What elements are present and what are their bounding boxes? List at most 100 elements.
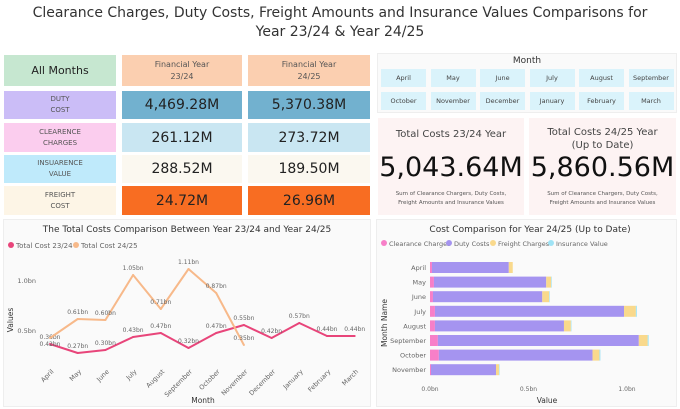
bar-segment-clearance-charges[interactable]: [430, 305, 435, 317]
bar-segment-duty-costs[interactable]: [438, 349, 593, 361]
legend-label[interactable]: Clearance Charges: [389, 240, 451, 248]
bar-segment-clearance-charges[interactable]: [430, 320, 435, 332]
bar-segment-freight-charges[interactable]: [495, 364, 499, 376]
x-tick-label: December: [248, 368, 278, 398]
line-chart-panel: [3, 219, 371, 407]
fy-2425-label: Financial Year 24/25: [281, 59, 337, 81]
month-button-december[interactable]: December: [480, 92, 525, 110]
kpi-title: Total Costs 23/24 Year: [395, 129, 507, 140]
bar-segment-freight-charges[interactable]: [508, 262, 513, 273]
data-point[interactable]: [270, 337, 273, 339]
data-point[interactable]: [49, 343, 51, 345]
month-button-may[interactable]: May: [430, 69, 476, 87]
bar-segment-freight-charges[interactable]: [592, 349, 600, 361]
data-point[interactable]: [187, 347, 190, 349]
month-button-january[interactable]: January: [529, 92, 575, 110]
data-point[interactable]: [242, 324, 245, 326]
bar-segment-insurance-value[interactable]: [551, 276, 552, 288]
data-point[interactable]: [76, 352, 79, 354]
row-label: DUTY COST: [50, 95, 70, 114]
dashboard-title: Clearance Charges, Duty Costs, Freight A…: [32, 5, 648, 40]
legend-label[interactable]: Freight Charges: [498, 240, 550, 248]
data-point[interactable]: [159, 332, 162, 334]
legend-label[interactable]: Insurance Value: [556, 240, 608, 248]
bar-segment-freight-charges[interactable]: [546, 276, 552, 288]
kpi-title: Total Costs 24/25 Year (Up to Date): [547, 127, 658, 151]
bar-segment-clearance-charges[interactable]: [430, 291, 433, 303]
legend-label[interactable]: Duty Costs: [454, 240, 490, 248]
month-button-november[interactable]: November: [430, 92, 476, 110]
kpi-subtitle: Sum of Clearance Chargers, Duty Costs, F…: [395, 191, 507, 206]
bar-segment-insurance-value[interactable]: [549, 291, 550, 303]
all-months-card[interactable]: All Months: [4, 55, 116, 86]
data-point[interactable]: [49, 337, 51, 339]
data-point[interactable]: [187, 268, 190, 270]
bar-segment-insurance-value[interactable]: [599, 349, 601, 361]
y-tick-label: November: [392, 366, 426, 374]
data-point[interactable]: [326, 335, 328, 337]
value: 5,370.38M: [271, 97, 347, 113]
data-point[interactable]: [298, 322, 301, 324]
bar-segment-duty-costs[interactable]: [433, 276, 547, 288]
insurance-value-2324: 288.52M: [122, 155, 242, 183]
bar-segment-insurance-value[interactable]: [570, 320, 572, 332]
month-button-july[interactable]: July: [529, 69, 575, 87]
bar-segment-insurance-value[interactable]: [647, 335, 649, 346]
data-point[interactable]: [132, 274, 135, 276]
line-x-axis-title: Month: [191, 396, 215, 405]
month-button-june[interactable]: June: [480, 69, 525, 87]
data-label: 0.44bn: [344, 326, 365, 333]
data-point[interactable]: [353, 335, 356, 337]
clearance-charges-2425: 273.72M: [248, 123, 370, 152]
bar-segment-clearance-charges[interactable]: [430, 276, 434, 288]
bar-segment-duty-costs[interactable]: [434, 320, 564, 332]
data-point[interactable]: [76, 318, 79, 320]
all-months-label: All Months: [31, 64, 89, 77]
month-button-april[interactable]: April: [381, 69, 426, 87]
data-point[interactable]: [104, 319, 107, 321]
bar-segment-freight-charges[interactable]: [563, 320, 571, 332]
legend-marker: [73, 242, 79, 248]
bar-segment-clearance-charges[interactable]: [430, 349, 439, 361]
bar-segment-duty-costs[interactable]: [437, 335, 639, 346]
x-tick-label: April: [39, 368, 55, 384]
bar-segment-insurance-value[interactable]: [498, 364, 500, 376]
data-label: 0.57bn: [289, 313, 310, 320]
legend-marker: [490, 240, 496, 246]
legend-label[interactable]: Total Cost 24/25: [80, 242, 138, 250]
clearance-charges-label: CLEARENCE CHARGES: [4, 123, 116, 152]
legend-label[interactable]: Total Cost 23/24: [15, 242, 73, 250]
bar-segment-clearance-charges[interactable]: [430, 262, 432, 273]
bar-segment-clearance-charges[interactable]: [430, 335, 438, 346]
value: 273.72M: [278, 129, 340, 146]
y-tick-label: September: [390, 337, 426, 345]
y-tick-label: October: [400, 352, 426, 360]
slicer-title: Month: [512, 56, 542, 66]
bar-segment-freight-charges[interactable]: [638, 335, 648, 346]
row-label: INSUARENCE VALUE: [37, 159, 83, 178]
data-label: 0.61bn: [67, 309, 88, 316]
data-point[interactable]: [104, 349, 107, 351]
bar-segment-insurance-value[interactable]: [635, 305, 637, 317]
bar-segment-duty-costs[interactable]: [432, 291, 543, 303]
data-point[interactable]: [215, 292, 218, 294]
data-point[interactable]: [132, 336, 135, 338]
month-button-february[interactable]: February: [579, 92, 624, 110]
month-button-september[interactable]: September: [628, 69, 674, 87]
bar-segment-duty-costs[interactable]: [431, 262, 509, 273]
data-label: 0.42bn: [40, 341, 61, 348]
bar-segment-clearance-charges[interactable]: [430, 364, 431, 376]
series-line-1: [49, 268, 245, 346]
month-button-october[interactable]: October: [381, 92, 426, 110]
bar-segment-freight-charges[interactable]: [624, 305, 636, 317]
bar-segment-duty-costs[interactable]: [430, 364, 496, 376]
month-button-august[interactable]: August: [579, 69, 624, 87]
freight-cost-2324: 24.72M: [122, 186, 242, 215]
month-button-march[interactable]: March: [628, 92, 674, 110]
data-label: 0.71bn: [150, 299, 171, 306]
bar-segment-freight-charges[interactable]: [542, 291, 550, 303]
data-point[interactable]: [159, 308, 162, 310]
data-point[interactable]: [242, 344, 245, 346]
data-point[interactable]: [215, 332, 218, 334]
bar-segment-duty-costs[interactable]: [434, 305, 625, 317]
